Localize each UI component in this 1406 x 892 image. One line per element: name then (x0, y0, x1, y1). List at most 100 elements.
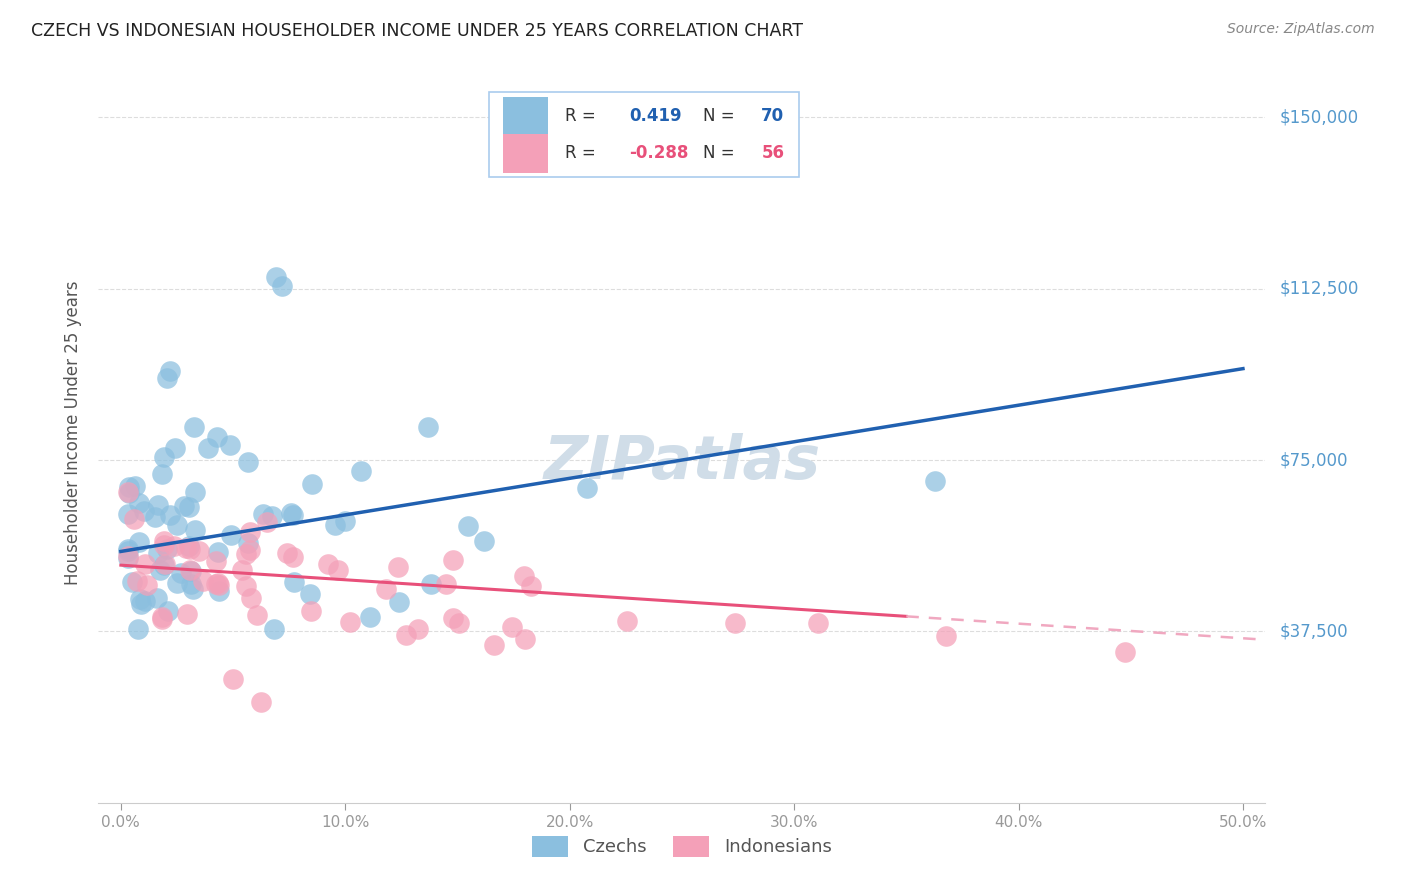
Point (148, 546, 170, 560)
Point (163, 539, 186, 553)
Point (117, 541, 139, 556)
Point (408, 622, 430, 636)
Point (283, 575, 305, 590)
Text: 70: 70 (761, 107, 785, 125)
Text: 0.419: 0.419 (630, 107, 682, 125)
Point (239, 591, 262, 605)
Point (166, 576, 188, 591)
Text: R =: R = (565, 107, 596, 125)
Point (395, 628, 418, 642)
Point (326, 563, 349, 577)
Text: $37,500: $37,500 (1279, 623, 1348, 640)
Point (246, 608, 269, 623)
Text: CZECH VS INDONESIAN HOUSEHOLDER INCOME UNDER 25 YEARS CORRELATION CHART: CZECH VS INDONESIAN HOUSEHOLDER INCOME U… (31, 22, 803, 40)
Point (239, 542, 262, 557)
Point (204, 576, 226, 591)
Point (271, 279, 294, 293)
Point (935, 629, 957, 643)
Point (616, 614, 638, 628)
Point (117, 551, 139, 566)
Point (184, 523, 207, 537)
Text: ZIPatlas: ZIPatlas (543, 433, 821, 491)
Point (236, 455, 259, 469)
FancyBboxPatch shape (489, 92, 799, 178)
Point (128, 496, 150, 510)
FancyBboxPatch shape (503, 96, 548, 136)
Point (235, 547, 257, 561)
Point (197, 441, 219, 455)
Point (176, 607, 198, 622)
Point (166, 518, 188, 533)
Point (152, 450, 174, 464)
Point (472, 534, 495, 549)
Point (129, 597, 152, 611)
Point (146, 591, 169, 605)
Point (179, 542, 201, 557)
Point (441, 553, 464, 567)
Point (375, 582, 398, 596)
Point (231, 564, 253, 578)
Point (323, 517, 346, 532)
Point (134, 594, 156, 608)
Point (387, 560, 409, 574)
Point (420, 577, 443, 591)
Point (170, 566, 193, 580)
Point (207, 575, 229, 590)
Point (159, 508, 181, 522)
Point (513, 632, 536, 647)
Point (520, 579, 543, 593)
Point (207, 583, 229, 598)
Point (434, 577, 457, 591)
Point (457, 519, 479, 533)
Point (441, 611, 464, 625)
Point (207, 545, 229, 559)
Point (177, 500, 200, 515)
Point (155, 541, 177, 556)
Point (205, 429, 228, 443)
Legend: Czechs, Indonesians: Czechs, Indonesians (524, 829, 839, 864)
Point (180, 564, 202, 578)
Point (339, 615, 361, 629)
Point (513, 569, 536, 583)
Point (163, 441, 186, 455)
Point (301, 476, 323, 491)
Point (127, 574, 149, 589)
Point (150, 467, 173, 481)
Point (298, 587, 321, 601)
Text: 56: 56 (761, 145, 785, 162)
Point (208, 577, 231, 591)
Point (128, 535, 150, 549)
Point (333, 514, 356, 528)
Text: N =: N = (703, 107, 734, 125)
Point (449, 615, 471, 630)
Point (219, 438, 242, 452)
Point (501, 619, 523, 633)
Point (159, 364, 181, 378)
Point (153, 558, 176, 572)
Point (124, 479, 146, 493)
Point (256, 515, 278, 529)
Point (263, 622, 285, 636)
Point (484, 639, 506, 653)
Point (152, 538, 174, 552)
Point (150, 610, 173, 624)
Text: Source: ZipAtlas.com: Source: ZipAtlas.com (1227, 22, 1375, 37)
Point (280, 506, 302, 520)
Point (174, 541, 197, 556)
Text: $112,500: $112,500 (1279, 280, 1358, 298)
Text: $75,000: $75,000 (1279, 451, 1348, 469)
Point (276, 545, 298, 559)
Point (135, 578, 157, 592)
Point (117, 544, 139, 558)
Text: $150,000: $150,000 (1279, 108, 1358, 127)
Point (252, 507, 274, 521)
Point (1114, 645, 1136, 659)
Point (177, 539, 200, 553)
Point (181, 582, 204, 597)
Point (238, 536, 260, 550)
Point (260, 508, 283, 523)
Point (183, 420, 205, 434)
Point (150, 612, 173, 626)
Point (239, 524, 262, 539)
Point (418, 420, 440, 434)
